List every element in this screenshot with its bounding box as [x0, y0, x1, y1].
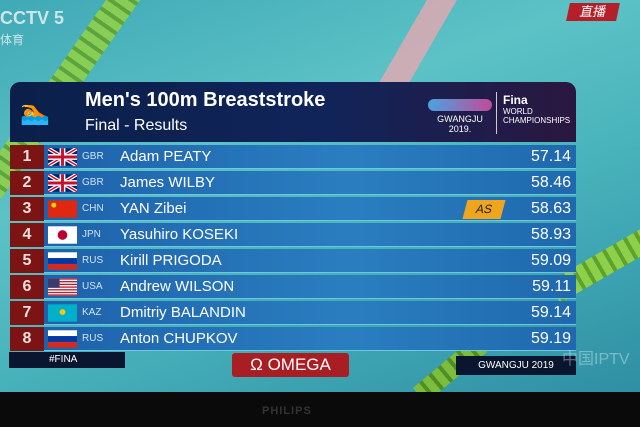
rank: 2	[10, 171, 44, 195]
country-code: RUS	[82, 333, 104, 344]
country-code: USA	[82, 281, 103, 292]
athlete-name: Adam PEATY	[120, 148, 212, 165]
country-code: KAZ	[82, 307, 102, 318]
result-row: 5 RUS Kirill PRIGODA 59.09	[10, 249, 576, 273]
watermark: 中国IPTV	[562, 351, 630, 368]
result-row: 3 CHN YAN Zibei AS 58.63	[10, 197, 576, 221]
country-code: CHN	[82, 203, 104, 214]
fina-logo: Fina WORLD CHAMPIONSHIPS	[503, 93, 571, 125]
country-code: GBR	[82, 177, 104, 188]
athlete-name: James WILBY	[120, 174, 216, 191]
uk-flag-icon	[47, 146, 78, 168]
athlete-name: Kirill PRIGODA	[120, 252, 222, 269]
russia-flag-icon	[48, 252, 77, 270]
race-time: 59.09	[530, 252, 571, 269]
channel-logo: CCTV 5 体育	[0, 8, 65, 47]
athlete-name: Yasuhiro KOSEKI	[120, 226, 239, 243]
record-badge: AS	[462, 200, 506, 219]
result-row: 1 GBR Adam PEATY 57.14	[10, 145, 576, 169]
event-subtitle: Final - Results	[85, 117, 188, 134]
divider	[496, 92, 497, 134]
rank: 5	[10, 249, 44, 273]
results-header: 🏊 Men's 100m Breaststroke Final - Result…	[10, 82, 576, 142]
athlete-name: Dmitriy BALANDIN	[120, 304, 246, 321]
japan-flag-icon	[48, 226, 77, 244]
country-code: JPN	[82, 229, 101, 240]
event-title: Men's 100m Breaststroke	[85, 89, 326, 111]
tv-brand: PHILIPS	[262, 405, 312, 417]
result-row: 6 USA Andrew WILSON 59.11	[10, 275, 576, 299]
rank: 7	[10, 301, 44, 325]
country-code: RUS	[82, 255, 104, 266]
russia-flag-icon	[48, 330, 77, 348]
result-row: 8 RUS Anton CHUPKOV 59.19	[10, 327, 576, 351]
results-panel: 🏊 Men's 100m Breaststroke Final - Result…	[9, 82, 576, 377]
kazakhstan-flag-icon	[48, 304, 77, 322]
race-time: 58.63	[530, 200, 571, 217]
rank: 8	[10, 327, 44, 351]
china-flag-icon	[48, 200, 77, 218]
tv-screen: CCTV 5 体育 直播 🏊 Men's 100m Breaststroke Fi…	[0, 0, 640, 392]
gwangju-logo: GWANGJU 2019.	[428, 99, 492, 134]
race-time: 58.46	[530, 174, 571, 191]
sponsor-logo: Ω OMEGA	[232, 353, 349, 377]
usa-flag-icon	[48, 278, 77, 296]
race-time: 59.11	[532, 278, 571, 295]
result-row: 2 GBR James WILBY 58.46	[10, 171, 576, 195]
hashtag: #FINA	[9, 352, 125, 368]
result-row: 7 KAZ Dmitriy BALANDIN 59.14	[10, 301, 576, 325]
rank: 3	[10, 197, 44, 221]
event-label: GWANGJU 2019	[456, 356, 576, 375]
race-time: 58.93	[530, 226, 571, 243]
race-time: 59.14	[530, 304, 571, 321]
race-time: 59.19	[530, 330, 571, 347]
country-code: GBR	[82, 151, 104, 162]
rank: 4	[10, 223, 44, 247]
race-time: 57.14	[530, 148, 571, 165]
live-badge: 直播	[566, 3, 620, 21]
uk-flag-icon	[47, 172, 78, 194]
rank: 1	[10, 145, 44, 169]
swimmer-icon: 🏊	[20, 99, 50, 126]
athlete-name: Anton CHUPKOV	[120, 330, 238, 347]
result-row: 4 JPN Yasuhiro KOSEKI 58.93	[10, 223, 576, 247]
athlete-name: YAN Zibei	[120, 200, 187, 217]
athlete-name: Andrew WILSON	[120, 278, 235, 295]
rank: 6	[10, 275, 44, 299]
